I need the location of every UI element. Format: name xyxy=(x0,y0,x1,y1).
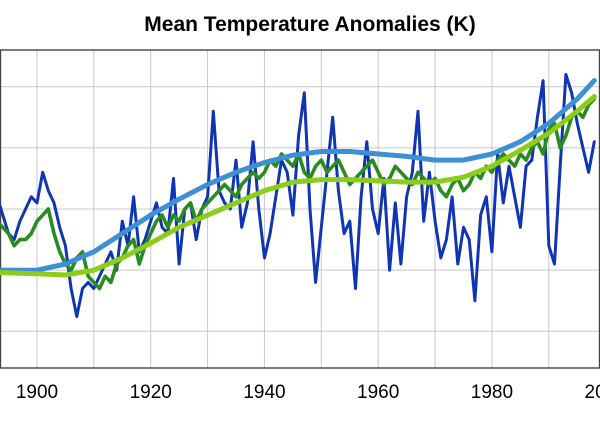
x-tick-label: 1940 xyxy=(243,382,285,403)
x-tick-label: 1900 xyxy=(16,382,58,403)
series-line-trend-light-blue xyxy=(0,78,597,273)
chart-title: Mean Temperature Anomalies (K) xyxy=(144,13,476,36)
x-tick-labels: 1900 1920 1940 1960 1980 2000 xyxy=(16,382,600,403)
series-layer xyxy=(0,73,597,319)
x-tick-label: 2000 xyxy=(585,382,600,403)
series-line-annual-dark-blue xyxy=(0,73,596,319)
series-line-trend-light-green xyxy=(0,94,597,278)
x-tick-label: 1960 xyxy=(357,382,399,403)
grid-layer xyxy=(0,49,600,369)
x-tick-label: 1920 xyxy=(130,382,172,403)
x-tick-label: 1980 xyxy=(471,382,513,403)
